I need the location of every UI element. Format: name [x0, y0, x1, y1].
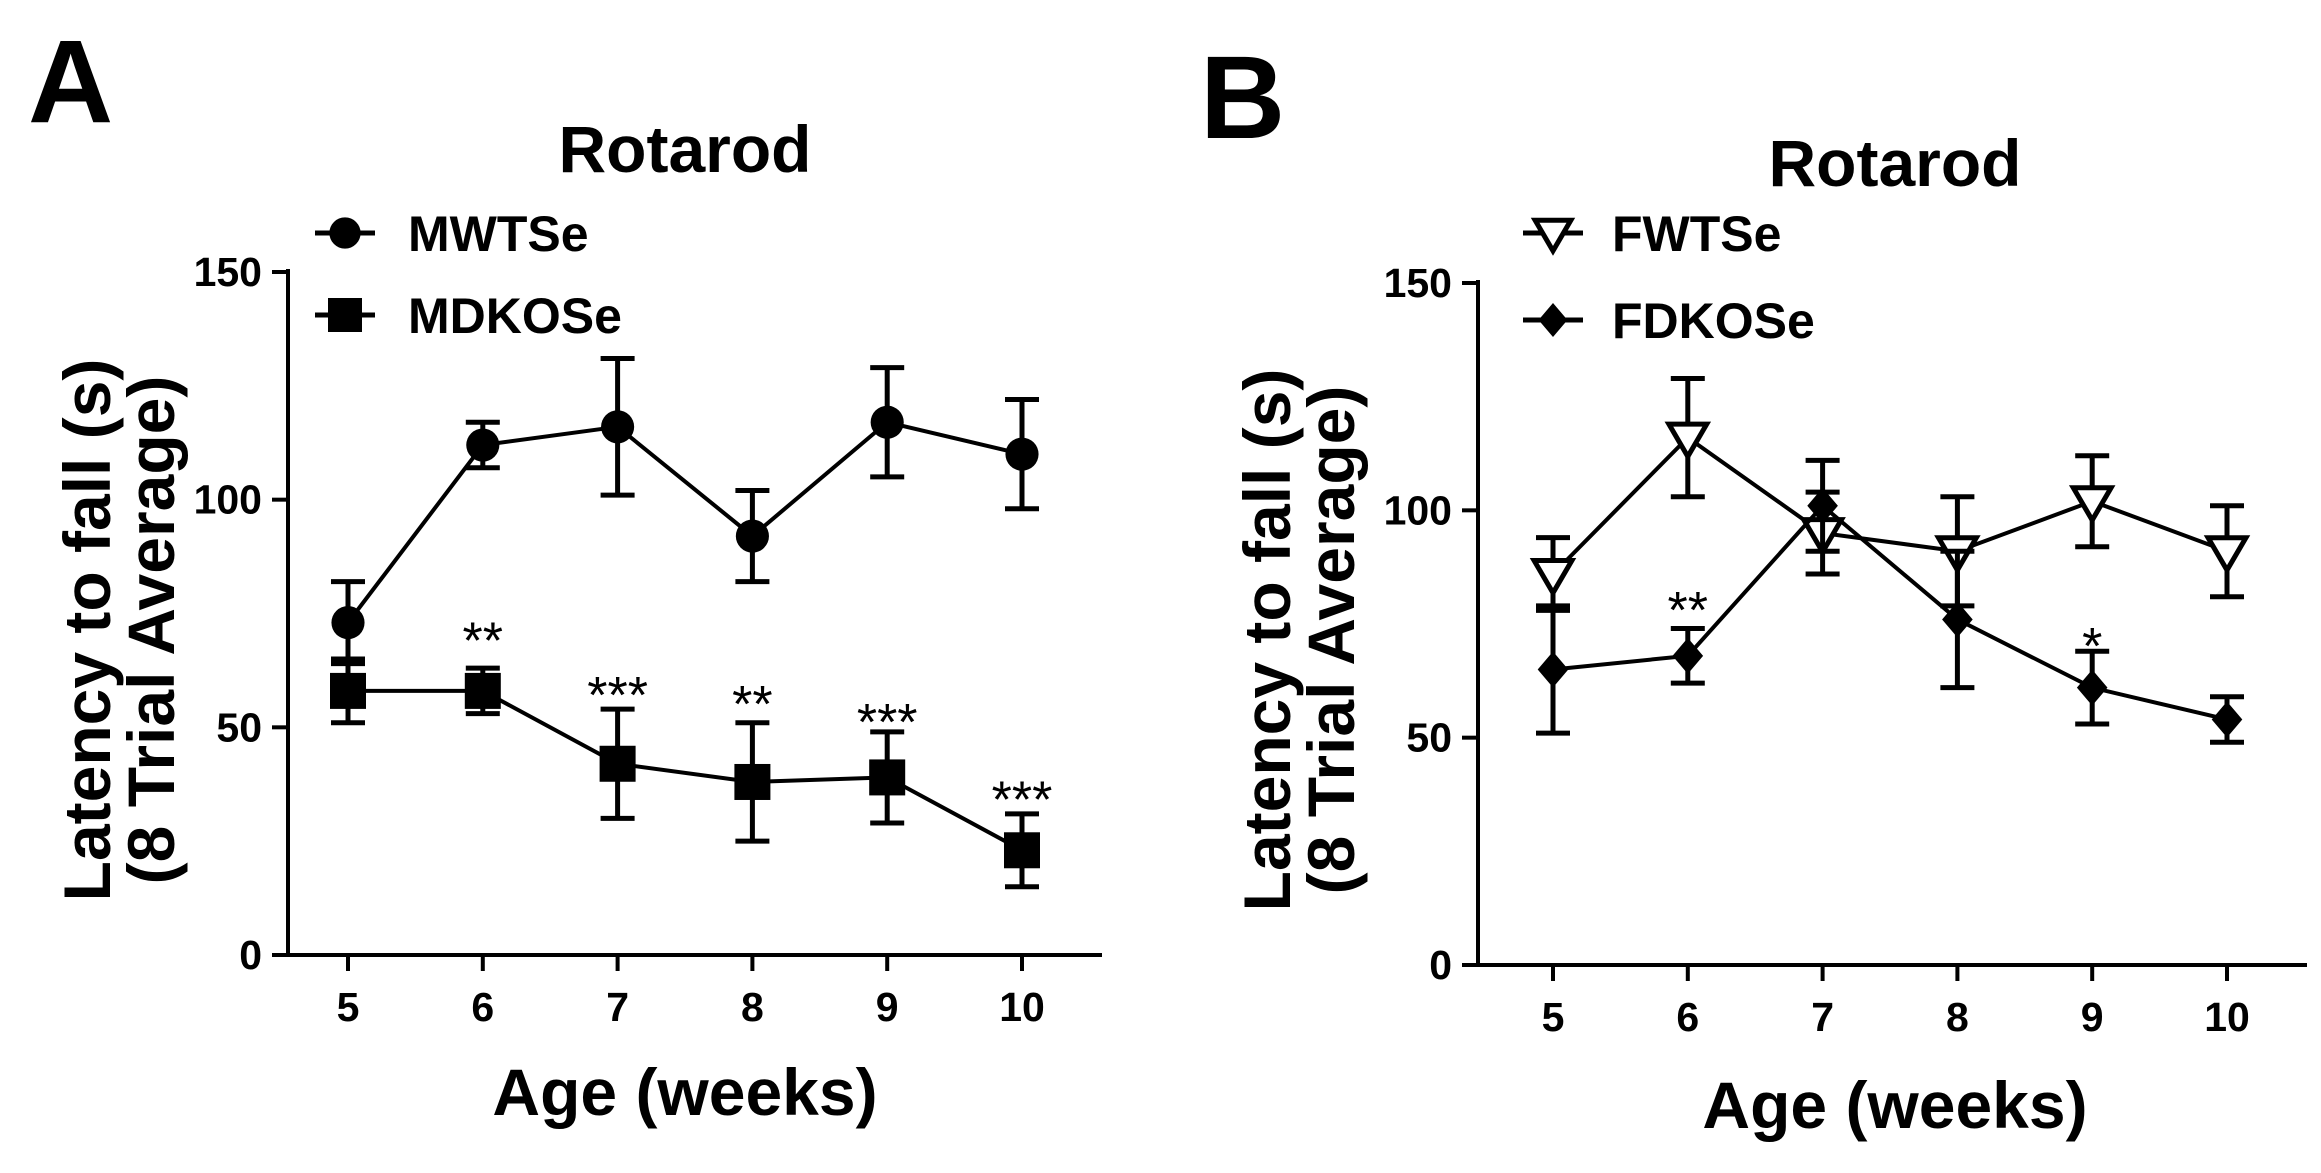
- series-mwtse-point: [1005, 437, 1039, 471]
- series-mdkose-point: [869, 759, 906, 796]
- panel-b-y-tick-label: 50: [1406, 715, 1452, 761]
- panel-a-x-tick-label: 8: [741, 984, 764, 1030]
- series-fdkose-point: [1672, 637, 1704, 674]
- panel-b-legend: FWTSe FDKOSe: [1523, 206, 1815, 349]
- legend-mdkose-label: MDKOSe: [408, 288, 622, 344]
- series-mwtse-line: [346, 420, 1023, 624]
- panel-b-xlabel: Age (weeks): [1702, 1068, 2087, 1142]
- panel-a-y-tick-label: 150: [194, 249, 262, 295]
- legend-fdkose-label: FDKOSe: [1612, 293, 1815, 349]
- panel-a-title: Rotarod: [559, 112, 812, 186]
- series-mwtse-point: [331, 606, 365, 640]
- series-mwtse-point: [735, 519, 769, 553]
- panel-a-ylabel-line1: Latency to fall (s): [50, 359, 124, 902]
- panel-a-significance-label: **: [463, 612, 503, 670]
- panel-a-significance-label: ***: [587, 667, 648, 725]
- series-mdkose-point: [330, 672, 366, 709]
- legend-fwtse-label: FWTSe: [1612, 206, 1781, 262]
- panel-b-plot: ***: [1529, 375, 2251, 745]
- panel-b-x-tick-label: 6: [1676, 994, 1699, 1040]
- series-mdkose-point: [464, 672, 501, 709]
- panel-a: A Rotarod Latency to fall (s) (8 Trial A…: [28, 16, 1102, 1129]
- series-fwtse-line: [1551, 434, 2228, 576]
- series-fwtse-point: [2068, 485, 2116, 526]
- legend-fwtse-marker: [1530, 217, 1576, 256]
- series-mwtse: [331, 356, 1039, 667]
- series-mdkose-line: [348, 688, 1023, 853]
- panel-a-letter: A: [28, 16, 113, 148]
- panel-a-x-tick-label: 10: [999, 984, 1045, 1030]
- panel-a-plot: ***** ** ******: [330, 356, 1053, 890]
- series-fdkose-point: [1537, 651, 1569, 688]
- legend-fdkose-marker: [1538, 303, 1568, 337]
- legend-mdkose-marker: [328, 298, 362, 332]
- panel-a-y-tick-label: 0: [239, 932, 262, 978]
- series-fdkose-line: [1552, 503, 2228, 722]
- panel-b-ylabel-line1: Latency to fall (s): [1230, 369, 1304, 912]
- panel-a-legend: MWTSe MDKOSe: [315, 206, 622, 344]
- panel-b-y-tick-label: 0: [1429, 942, 1452, 988]
- legend-mwtse-marker: [329, 217, 361, 249]
- panel-a-x-tick-label: 5: [337, 984, 360, 1030]
- panel-b-y-tick-label: 100: [1384, 487, 1452, 533]
- panel-a-significance-label: ***: [857, 694, 918, 752]
- panel-a-significance-label: ***: [992, 772, 1053, 830]
- panel-a-y-tick-label: 50: [216, 704, 262, 750]
- series-mdkose-point: [599, 745, 636, 782]
- series-mwtse-point: [466, 428, 500, 462]
- panel-b-title: Rotarod: [1769, 126, 2022, 200]
- panel-b-letter: B: [1200, 32, 1285, 164]
- panel-b-y-tick-label: 150: [1384, 260, 1452, 306]
- series-mdkose: [330, 656, 1040, 890]
- panel-a-significance-label: **: [732, 676, 772, 734]
- series-fdkose-point: [2211, 701, 2243, 738]
- panel-b-x-tick-label: 9: [2081, 994, 2104, 1040]
- panel-b: B Rotarod Latency to fall (s) (8 Trial A…: [1200, 32, 2307, 1142]
- panel-a-x-tick-label: 6: [471, 984, 494, 1030]
- panel-a-xlabel: Age (weeks): [492, 1055, 877, 1129]
- panel-b-x-tick-label: 7: [1811, 994, 1834, 1040]
- series-fdkose: [1536, 457, 2244, 745]
- panel-b-x-tick-label: 10: [2204, 994, 2250, 1040]
- panel-b-significance-label: *: [2082, 618, 2102, 676]
- panel-b-x-tick-label: 5: [1542, 994, 1565, 1040]
- panel-a-axes: 0 50 100 150 5 6 7 8 9 10: [194, 249, 1102, 1030]
- series-fwtse-point: [1529, 557, 1577, 598]
- legend-mwtse-label: MWTSe: [408, 206, 589, 262]
- series-mdkose-point: [734, 763, 771, 800]
- series-fwtse-point: [2203, 535, 2251, 576]
- panel-a-x-tick-label: 9: [876, 984, 899, 1030]
- series-mwtse-point: [870, 405, 904, 439]
- panel-a-ylabel-line2: (8 Trial Average): [114, 376, 188, 885]
- series-mwtse-point: [601, 410, 635, 444]
- panel-b-significance-label: **: [1668, 582, 1708, 640]
- series-fwtse-point: [1664, 421, 1712, 462]
- panel-b-ylabel-line2: (8 Trial Average): [1294, 386, 1368, 895]
- series-fwtse: [1529, 375, 2251, 613]
- series-fdkose-point: [1942, 601, 1973, 638]
- panel-a-y-tick-label: 100: [194, 477, 262, 523]
- panel-b-axes: 0 50 100 150 5 6 7 8 9 10: [1384, 260, 2307, 1040]
- series-fdkose-point: [1807, 487, 1838, 524]
- series-mdkose-point: [1004, 832, 1040, 869]
- panel-a-x-tick-label: 7: [606, 984, 629, 1030]
- series-fdkose-point: [2076, 669, 2108, 706]
- panel-b-x-tick-label: 8: [1946, 994, 1969, 1040]
